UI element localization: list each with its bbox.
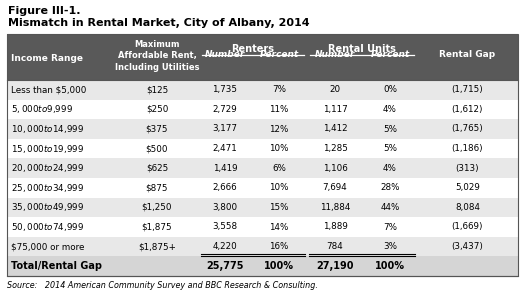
Text: (1,612): (1,612) — [452, 105, 483, 114]
Text: 11,884: 11,884 — [320, 203, 350, 212]
Text: $1,250: $1,250 — [142, 203, 172, 212]
Text: 7%: 7% — [383, 223, 397, 232]
Text: $375: $375 — [146, 125, 168, 134]
Text: 10%: 10% — [269, 144, 289, 153]
Text: $625: $625 — [146, 164, 168, 173]
Text: 5%: 5% — [383, 144, 397, 153]
Text: Income Range: Income Range — [11, 54, 83, 63]
Text: (313): (313) — [456, 164, 479, 173]
Text: Figure III-1.: Figure III-1. — [8, 6, 80, 16]
Text: 1,106: 1,106 — [323, 164, 348, 173]
Text: $15,000 to $19,999: $15,000 to $19,999 — [11, 143, 84, 155]
Text: (1,715): (1,715) — [452, 85, 484, 94]
Text: Number: Number — [205, 50, 245, 59]
Text: 8,084: 8,084 — [455, 203, 480, 212]
Text: 100%: 100% — [375, 261, 405, 271]
Text: 20: 20 — [330, 85, 341, 94]
Text: 10%: 10% — [269, 183, 289, 192]
Text: $5,000 to $9,999: $5,000 to $9,999 — [11, 103, 73, 115]
Text: Less than $5,000: Less than $5,000 — [11, 85, 87, 94]
Text: 1,412: 1,412 — [323, 125, 348, 134]
Text: Renters: Renters — [232, 44, 275, 54]
Bar — [7, 34, 518, 80]
Text: 28%: 28% — [380, 183, 400, 192]
Text: $10,000 to $14,999: $10,000 to $14,999 — [11, 123, 84, 135]
Text: Total/Rental Gap: Total/Rental Gap — [11, 261, 102, 271]
Bar — [7, 159, 518, 178]
Text: 2,471: 2,471 — [213, 144, 237, 153]
Text: 2,729: 2,729 — [213, 105, 237, 114]
Bar — [7, 198, 518, 217]
Text: 16%: 16% — [269, 242, 289, 251]
Text: 11%: 11% — [269, 105, 289, 114]
Text: $1,875+: $1,875+ — [138, 242, 176, 251]
Text: $875: $875 — [146, 183, 168, 192]
Text: 3,558: 3,558 — [213, 223, 237, 232]
Text: 2,666: 2,666 — [213, 183, 237, 192]
Text: 100%: 100% — [264, 261, 294, 271]
Text: 1,889: 1,889 — [322, 223, 348, 232]
Text: 7,694: 7,694 — [323, 183, 348, 192]
Text: 4%: 4% — [383, 105, 397, 114]
Text: 1,419: 1,419 — [213, 164, 237, 173]
Text: (1,186): (1,186) — [452, 144, 484, 153]
Text: 4,220: 4,220 — [213, 242, 237, 251]
Text: 6%: 6% — [272, 164, 286, 173]
Text: 3,177: 3,177 — [213, 125, 237, 134]
Text: Number: Number — [315, 50, 355, 59]
Text: 5%: 5% — [383, 125, 397, 134]
Bar — [7, 139, 518, 159]
Bar — [7, 237, 518, 256]
Text: Percent: Percent — [371, 50, 410, 59]
Text: 1,735: 1,735 — [213, 85, 237, 94]
Bar — [7, 80, 518, 100]
Text: $1,875: $1,875 — [142, 223, 172, 232]
Text: (1,669): (1,669) — [452, 223, 483, 232]
Text: 7%: 7% — [272, 85, 286, 94]
Text: 44%: 44% — [380, 203, 400, 212]
Text: 3%: 3% — [383, 242, 397, 251]
Text: 4%: 4% — [383, 164, 397, 173]
Text: 1,117: 1,117 — [323, 105, 348, 114]
Text: 0%: 0% — [383, 85, 397, 94]
Text: (1,765): (1,765) — [452, 125, 484, 134]
Text: Percent: Percent — [259, 50, 299, 59]
Text: 1,285: 1,285 — [322, 144, 348, 153]
Text: $50,000 to $74,999: $50,000 to $74,999 — [11, 221, 84, 233]
Bar — [7, 100, 518, 119]
Text: $25,000 to $34,999: $25,000 to $34,999 — [11, 182, 84, 194]
Bar — [7, 34, 518, 276]
Text: $250: $250 — [146, 105, 168, 114]
Bar — [7, 217, 518, 237]
Text: Source:   2014 American Community Survey and BBC Research & Consulting.: Source: 2014 American Community Survey a… — [7, 281, 318, 290]
Text: 5,029: 5,029 — [455, 183, 480, 192]
Text: 15%: 15% — [269, 203, 289, 212]
Text: $20,000 to $24,999: $20,000 to $24,999 — [11, 162, 84, 174]
Text: Mismatch in Rental Market, City of Albany, 2014: Mismatch in Rental Market, City of Alban… — [8, 18, 310, 28]
Text: 12%: 12% — [269, 125, 289, 134]
Text: 25,775: 25,775 — [206, 261, 244, 271]
Text: $500: $500 — [146, 144, 168, 153]
Text: (3,437): (3,437) — [452, 242, 484, 251]
Bar — [7, 119, 518, 139]
Bar — [7, 178, 518, 198]
Text: $75,000 or more: $75,000 or more — [11, 242, 85, 251]
Text: Rental Gap: Rental Gap — [439, 50, 496, 59]
Text: Maximum
Affordable Rent,
Including Utilities: Maximum Affordable Rent, Including Utili… — [115, 40, 200, 72]
Text: $125: $125 — [146, 85, 168, 94]
Text: Rental Units: Rental Units — [328, 44, 396, 54]
Text: 27,190: 27,190 — [316, 261, 354, 271]
Text: 784: 784 — [327, 242, 343, 251]
Text: $35,000 to $49,999: $35,000 to $49,999 — [11, 201, 84, 213]
Text: 14%: 14% — [269, 223, 289, 232]
Text: 3,800: 3,800 — [213, 203, 237, 212]
Bar — [7, 256, 518, 276]
